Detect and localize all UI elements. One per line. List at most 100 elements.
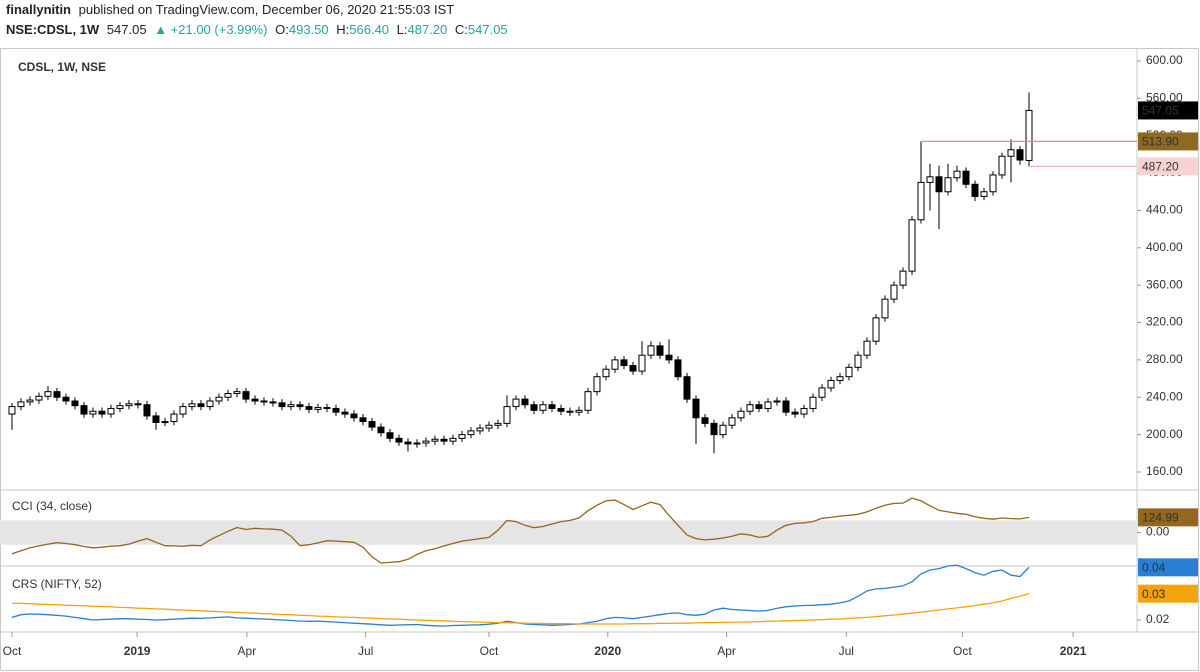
y-tick-label: 400.00 <box>1146 240 1183 254</box>
candle-body <box>170 413 178 423</box>
x-tick-label: Oct <box>480 644 499 658</box>
candle-body <box>98 410 106 415</box>
candle-body <box>323 407 331 410</box>
candle-body <box>332 407 340 413</box>
candle-body <box>701 417 709 424</box>
candle-body <box>908 219 916 272</box>
candle-body <box>935 176 943 193</box>
ohlc-key: C: <box>455 22 468 37</box>
candle-body <box>548 404 556 409</box>
x-tick-label: Oct <box>3 644 22 658</box>
candle-body <box>683 376 691 400</box>
y-tick-label: 320.00 <box>1146 315 1183 329</box>
x-tick-label: 2021 <box>1060 644 1087 658</box>
last-value-label-box <box>1138 508 1198 527</box>
candle-body <box>62 396 70 402</box>
price-marker-label: 513.90 <box>1142 135 1179 149</box>
candle-body <box>962 170 970 185</box>
candle-body <box>233 391 241 395</box>
candle-body <box>827 379 835 389</box>
header-line-1: finallynitin published on TradingView.co… <box>6 2 454 17</box>
candle-body <box>368 421 376 428</box>
candle-body <box>116 405 124 409</box>
y-tick-label: 0.02 <box>1146 612 1170 626</box>
x-tick-label: Apr <box>717 644 736 658</box>
candle-body <box>980 191 988 197</box>
candle-body <box>206 400 214 408</box>
candle-body <box>197 403 205 408</box>
candle-body <box>854 354 862 368</box>
candle-body <box>863 340 871 356</box>
cci-band <box>0 520 1137 545</box>
candle-body <box>557 407 565 412</box>
candle-body <box>188 403 196 408</box>
candle-body <box>422 440 430 444</box>
candle-body <box>953 170 961 179</box>
header-line-2: NSE:CDSL, 1W 547.05 ▲ +21.00 (+3.99%) O:… <box>6 22 508 37</box>
indicator-line <box>11 497 1030 564</box>
pane-title: CDSL, 1W, NSE <box>18 60 106 74</box>
price-marker-label: 547.05 <box>1142 104 1179 118</box>
candle-body <box>404 441 412 445</box>
candle-body <box>269 401 277 404</box>
candle-body <box>476 427 484 432</box>
candle-body <box>629 364 637 372</box>
candle-body <box>17 401 25 408</box>
candle-body <box>107 407 115 415</box>
candle-body <box>566 410 574 413</box>
candle-body <box>611 359 619 370</box>
candle-body <box>746 404 754 412</box>
candle-body <box>44 391 52 397</box>
candle-body <box>719 424 727 436</box>
candle-body <box>449 437 457 442</box>
candle-body <box>431 438 439 442</box>
candle-body <box>737 410 745 419</box>
candle-body <box>467 430 475 436</box>
candle-body <box>215 396 223 402</box>
y-tick-label: 600.00 <box>1146 53 1183 67</box>
candle-body <box>53 391 61 398</box>
x-tick-label: Jul <box>358 644 373 658</box>
ohlc-key: L: <box>397 22 408 37</box>
candle-body <box>944 177 952 193</box>
candle-body <box>539 404 547 411</box>
candle-body <box>485 424 493 429</box>
symbol: NSE:CDSL, 1W <box>6 22 100 37</box>
candle-body <box>530 404 538 411</box>
change: ▲ +21.00 (+3.99%) <box>154 22 267 37</box>
candle-body <box>998 155 1006 176</box>
candle-body <box>512 398 520 408</box>
candle-body <box>413 442 421 445</box>
candle-body <box>647 345 655 356</box>
candle-body <box>224 393 232 398</box>
candle-body <box>179 406 187 415</box>
candle-body <box>692 398 700 419</box>
y-tick-label: 160.00 <box>1146 464 1183 478</box>
candle-body <box>818 387 826 398</box>
candle-body <box>494 422 502 426</box>
candle-body <box>593 376 601 393</box>
candle-body <box>287 404 295 408</box>
last-value-label: 124.99 <box>1142 511 1179 525</box>
ohlc-value: 487.20 <box>408 22 448 37</box>
candle-body <box>809 396 817 409</box>
y-tick-label: 360.00 <box>1146 277 1183 291</box>
candle-body <box>584 391 592 411</box>
y-tick-label: 240.00 <box>1146 389 1183 403</box>
candle-body <box>755 404 763 409</box>
x-tick-label: Oct <box>953 644 972 658</box>
candle-body <box>620 359 628 366</box>
ohlc-value: 547.05 <box>468 22 508 37</box>
candle-body <box>656 345 664 356</box>
candle-body <box>971 183 979 197</box>
y-tick-label: 440.00 <box>1146 203 1183 217</box>
candle-body <box>845 366 853 378</box>
last-price: 547.05 <box>107 22 147 37</box>
candle-body <box>674 359 682 378</box>
candle-body <box>989 174 997 193</box>
candle-body <box>764 401 772 409</box>
candle-body <box>296 404 304 408</box>
candle-body <box>791 411 799 415</box>
candle-body <box>1016 149 1024 161</box>
x-tick-label: 2020 <box>594 644 621 658</box>
